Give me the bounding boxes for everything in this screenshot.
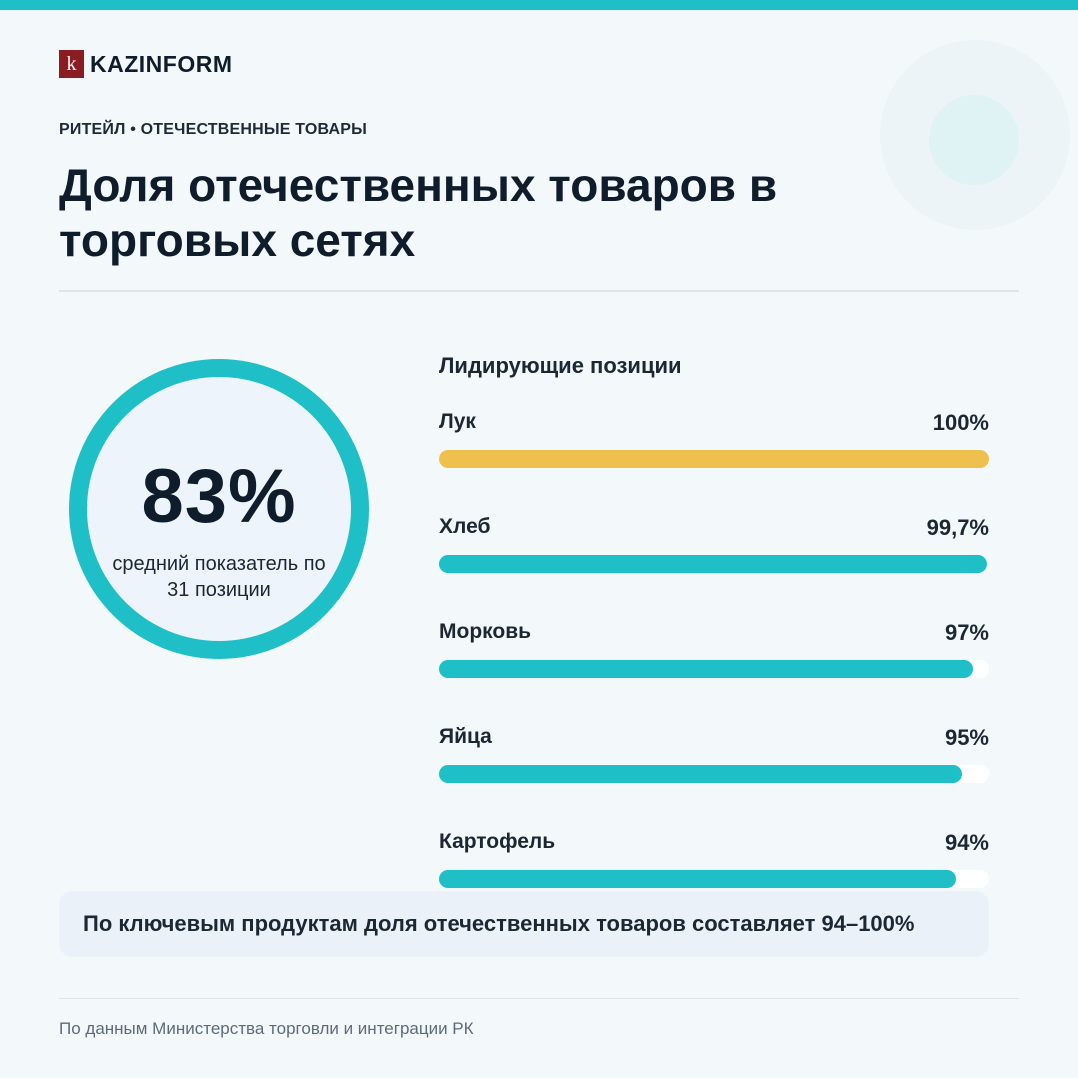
brand-logo[interactable]: k KAZINFORM [59,50,232,78]
summary-note-text: По ключевым продуктам доля отечественных… [83,911,915,936]
bar [439,660,973,678]
bar-track [439,450,989,468]
logo-mark-icon: k [59,50,84,78]
category-kicker: РИТЕЙЛ • ОТЕЧЕСТВЕННЫЕ ТОВАРЫ [59,121,367,138]
bar [439,765,962,783]
bar-label: Яйца [439,725,492,748]
bar-value-label: 97% [944,620,989,645]
decorative-circle-inner [929,95,1019,185]
summary-note: По ключевым продуктам доля отечественных… [59,891,989,957]
average-stat-value: 83% [141,454,297,539]
bar-value-label: 99,7% [926,515,989,540]
page-title: Доля отечественных товаров в торговых се… [59,159,778,266]
bar-label: Картофель [439,830,556,853]
bar-track [439,555,989,573]
bar-row: Морковь 97% [439,620,989,680]
chart-title: Лидирующие позиции [439,353,682,378]
bar [439,555,988,573]
bar-row: Картофель 94% [439,830,989,890]
bar [439,450,989,468]
bar-track [439,660,989,678]
bar-label: Морковь [439,620,532,643]
average-stat-ring: 83% средний показатель по 31 позиции [69,359,369,659]
average-stat-inner: 83% средний показатель по 31 позиции [87,377,351,641]
bar-label: Хлеб [439,515,491,538]
bar-row: Лук 100% [439,410,989,470]
bar-row: Хлеб 99,7% [439,515,989,575]
bar-track [439,870,989,888]
header-divider [59,290,1019,292]
bar-value-label: 95% [944,725,989,750]
brand-name: KAZINFORM [90,50,233,77]
bar-value-label: 94% [944,830,989,855]
footer-divider [59,998,1019,999]
top-accent-bar [0,0,1078,10]
bar-value-label: 100% [932,410,989,435]
bar-track [439,765,989,783]
source-note: По данным Министерства торговли и интегр… [59,1019,474,1038]
average-stat-caption: средний показатель по 31 позиции [112,553,326,601]
bar [439,870,956,888]
bar-label: Лук [439,410,476,433]
bar-row: Яйца 95% [439,725,989,785]
